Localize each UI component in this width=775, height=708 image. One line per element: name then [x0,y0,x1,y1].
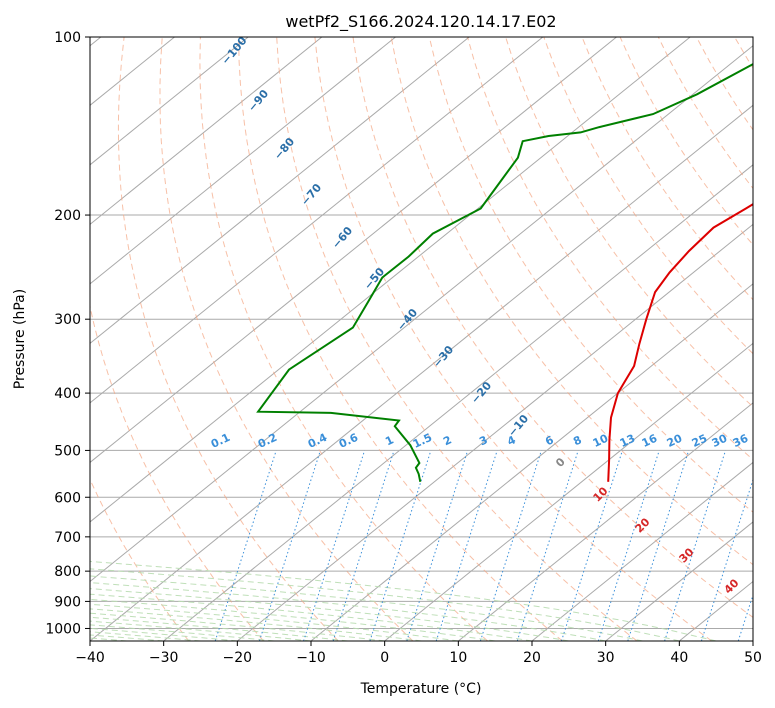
dry-adiabat-line [199,37,488,641]
x-tick-label: 0 [380,650,389,666]
moist-adiabat-line [90,582,606,641]
temperature-profile-line [607,202,753,482]
mixing-ratio-label: 36 [731,432,751,450]
mixing-ratio-line [258,450,321,641]
isotherm-line [384,342,753,641]
moist-adiabat-line [90,593,533,641]
mixing-ratio-line [737,593,753,641]
mixing-ratio-line [516,450,579,641]
chart-title: wetPf2_S166.2024.120.14.17.E02 [285,12,556,32]
isotherm-line [90,37,396,285]
y-axis-label: Pressure (hPa) [12,289,28,389]
x-tick-label: 10 [449,650,467,666]
moist-adiabat-line [90,588,569,641]
isotherm-line [90,104,753,641]
y-tick-label: 500 [54,443,81,459]
x-tick-label: −20 [223,650,253,666]
mixing-ratio-line [303,450,366,641]
x-tick-label: 30 [597,650,615,666]
y-tick-label: 100 [54,30,81,46]
background-lines [90,37,753,641]
isotherm-line [458,402,753,641]
dry-adiabat-line [314,37,713,641]
mixing-ratio-label: 30 [710,432,730,450]
dry-adiabat-line [352,37,753,618]
mixing-ratio-label: 20 [665,432,685,450]
isotherm-line [90,37,617,464]
x-tick-label: −30 [149,650,179,666]
plot-frame [89,36,754,642]
x-tick-label: −40 [75,650,105,666]
x-tick-label: −10 [296,650,326,666]
y-axis-ticks: 100 200 300 400 500 600 700 800 900 1000 [45,30,90,637]
mixing-ratio-line [406,450,469,641]
isotherm-line [90,45,753,583]
dry-adiabat-line [117,37,339,641]
mixing-ratio-line [214,450,277,641]
series-layer [256,63,753,483]
mixing-ratio-line [479,450,542,641]
y-tick-label: 900 [54,594,81,610]
y-tick-label: 1000 [45,621,81,637]
dry-adiabat-line [238,37,563,641]
dry-adiabat-line [467,37,753,461]
x-axis-ticks: −40 −30 −20 −10 0 10 20 30 40 50 [75,641,762,666]
isotherm-line [531,461,753,641]
moist-adiabat-line [90,575,643,641]
isotherm-line [605,521,753,641]
x-tick-label: 20 [523,650,541,666]
mixing-ratio-label: 10 [591,432,611,450]
mixing-ratio-line [332,450,395,641]
mixing-ratio-line [664,450,727,641]
isotherm-line [237,223,753,641]
y-tick-label: 400 [54,386,81,402]
dry-adiabat-line [428,37,753,513]
isotherm-line [90,37,249,166]
x-tick-label: 40 [670,650,688,666]
x-tick-label: 50 [744,650,762,666]
y-tick-label: 800 [54,564,81,580]
mixing-ratio-line [700,478,753,641]
dry-adiabat-line [159,37,414,641]
mixing-ratio-line [561,450,623,641]
isotherm-line [90,37,470,345]
mixing-ratio-line [627,450,690,641]
y-tick-label: 700 [54,530,81,546]
mixing-ratio-line [369,450,432,641]
x-axis-label: Temperature (°C) [360,681,482,697]
mixing-ratio-line [435,450,498,641]
y-tick-label: 200 [54,208,81,224]
y-tick-label: 300 [54,312,81,328]
dry-adiabat-line [276,37,638,641]
dry-adiabat-line [390,37,753,566]
mixing-ratio-label: 16 [640,432,660,450]
mixing-ratio-label: 13 [618,432,637,450]
mixing-ratio-label: 25 [690,432,709,450]
mixing-ratio-line [597,450,660,641]
y-tick-label: 600 [54,490,81,506]
isotherm-line [90,37,544,404]
isotherm-line [90,37,323,225]
isotherm-line [163,164,753,641]
isotherm-line [90,37,691,523]
dewpoint-profile-line [256,63,753,483]
dry-adiabat-line [90,478,190,641]
